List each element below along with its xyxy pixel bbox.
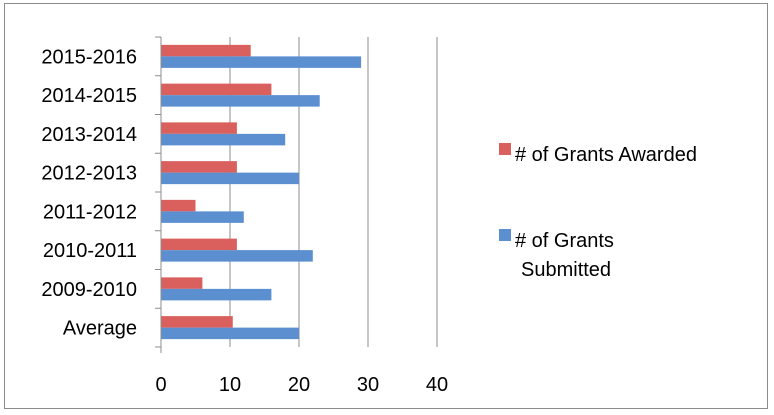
bar-submitted-Average	[161, 327, 299, 340]
bar-submitted-2011-2012	[161, 211, 244, 223]
bar-awarded-2010-2011	[161, 238, 237, 251]
bar-submitted-2010-2011	[161, 250, 313, 262]
legend: # of Grants Awarded # of Grants Submitted	[499, 143, 697, 281]
legend-label: # of Grants	[515, 230, 614, 252]
bar-submitted-2013-2014	[161, 133, 286, 146]
y-tick-label-2014-2015: 2014-2015	[41, 85, 137, 107]
x-tick-label-0: 0	[155, 374, 166, 396]
x-tick-label-20: 20	[288, 374, 310, 396]
bar-awarded-2014-2015	[161, 83, 272, 96]
tick-labels: 0 10 20 30 40 2015-2016 2014-2015 2013-2014 2012…	[41, 46, 448, 396]
x-tick-label-10: 10	[219, 374, 241, 396]
legend-swatch	[499, 143, 511, 155]
bar-awarded-2013-2014	[161, 122, 237, 134]
legend-swatch	[499, 229, 511, 241]
bar-submitted-2009-2010	[161, 288, 272, 301]
bar-awarded-2011-2012	[161, 199, 196, 212]
y-tick-label-2012-2013: 2012-2013	[41, 163, 137, 185]
y-tick-label-Average: Average	[63, 318, 137, 340]
legend-label: Submitted	[521, 259, 611, 281]
chart-frame	[4, 3, 768, 409]
x-tick-label-40: 40	[426, 374, 448, 396]
y-tick-label-2015-2016: 2015-2016	[41, 46, 137, 68]
legend-entry-submitted: # of Grants Submitted	[499, 229, 614, 281]
y-tick-label-2010-2011: 2010-2011	[43, 240, 137, 262]
bar-awarded-2012-2013	[161, 161, 237, 173]
gridlines	[229, 37, 438, 347]
y-tick-label-2009-2010: 2009-2010	[41, 279, 137, 301]
bar-submitted-2012-2013	[161, 172, 299, 185]
legend-entry-awarded: # of Grants Awarded	[499, 143, 697, 166]
legend-label: # of Grants Awarded	[515, 144, 697, 166]
bar-awarded-2009-2010	[161, 277, 203, 289]
y-tick-label-2011-2012: 2011-2012	[43, 201, 137, 223]
bar-submitted-2015-2016	[161, 56, 362, 68]
bars	[161, 44, 362, 340]
y-tick-label-2013-2014: 2013-2014	[41, 124, 137, 146]
x-tick-label-30: 30	[357, 374, 379, 396]
bar-submitted-2014-2015	[161, 95, 320, 107]
axes	[155, 36, 162, 353]
bar-awarded-2015-2016	[161, 44, 251, 57]
bar-awarded-Average	[161, 316, 233, 328]
